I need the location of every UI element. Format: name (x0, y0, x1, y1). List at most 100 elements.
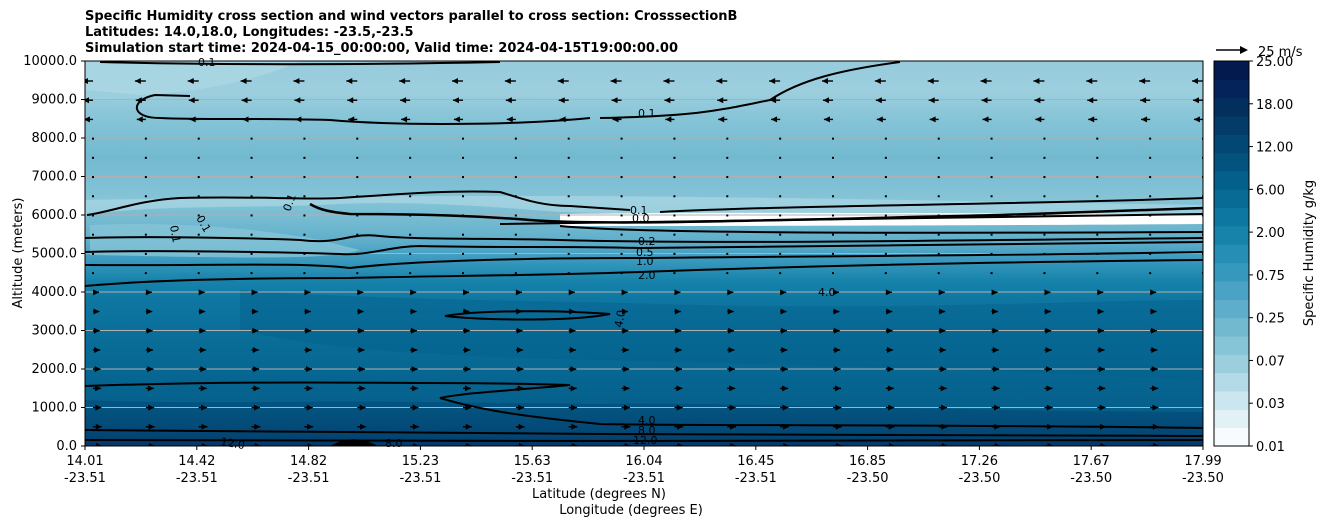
contour-label: 2.0 (638, 269, 656, 282)
contour-label: 0.1 (281, 192, 299, 213)
wind-arrow-head (401, 116, 408, 123)
wind-arrow-head (624, 423, 631, 430)
wind-arrow-point (1096, 233, 1099, 236)
x-tick-label-longitude: -23.50 (1182, 471, 1224, 486)
colorbar-band (1214, 427, 1249, 446)
wind-arrow-point (92, 156, 94, 159)
wind-arrow-point (779, 252, 782, 255)
wind-arrow-point (303, 156, 306, 159)
wind-arrow-head (675, 327, 682, 334)
wind-arrow-head (780, 308, 787, 315)
wind-arrow-head (147, 385, 154, 392)
wind-arrow-head (410, 308, 417, 315)
wind-arrow-point (937, 195, 940, 198)
colorbar-band (1214, 97, 1249, 117)
wind-arrow-head (1193, 116, 1200, 123)
wind-arrow-point (1149, 233, 1152, 236)
wind-arrow-head (1100, 423, 1107, 430)
wind-arrow-point (250, 137, 253, 140)
y-axis: 0.0 1000.0 2000.0 3000.0 4000.0 5000.0 6000.0 7… (23, 54, 85, 454)
colorbar-band (1214, 409, 1249, 429)
wind-arrow-point (514, 272, 517, 275)
wind-arrow-point (620, 252, 623, 255)
wind-arrow-point (726, 272, 729, 275)
colorbar-frame (1213, 60, 1250, 447)
wind-arrow-head (1033, 78, 1040, 84)
wind-arrow-head (770, 97, 777, 104)
wind-arrow-point (567, 272, 570, 275)
colorbar-band (1214, 207, 1249, 227)
wind-arrow-head (674, 289, 681, 296)
wind-arrow-head (347, 97, 354, 104)
colorbar-tick-label: 0.07 (1256, 354, 1285, 369)
wind-arrow-point (620, 233, 623, 236)
wind-arrow-head (782, 385, 789, 392)
wind-arrow-head (294, 97, 301, 104)
wind-arrow-head (93, 289, 100, 296)
wind-arrow-head (135, 97, 142, 104)
wind-arrow-head (729, 385, 736, 392)
y-tick-label: 0.0 (56, 439, 77, 454)
wind-arrow-point (144, 233, 147, 236)
wind-arrow-head (980, 78, 987, 84)
wind-arrow-point (1149, 156, 1152, 159)
colorbar-ticks: 0.01 0.03 0.07 0.25 0.75 2.00 6.00 12.00 18.00 25… (1249, 55, 1293, 455)
contour-label: 0.1 (167, 224, 183, 243)
colorbar-band (1214, 134, 1249, 154)
chart-title-line-1: Specific Humidity cross section and wind… (85, 9, 738, 24)
wind-arrow-head (252, 346, 259, 353)
wind-arrow-point (937, 272, 940, 275)
wind-arrow-head (360, 423, 367, 430)
wind-arrow-point (92, 137, 94, 140)
contour-label: 4.0 (638, 414, 656, 427)
wind-arrow-point (990, 233, 993, 236)
wind-arrow-head (464, 346, 471, 353)
wind-arrow-head (93, 327, 100, 334)
wind-arrow-head (1046, 404, 1053, 411)
wind-arrow-head (95, 404, 102, 411)
wind-arrow-point (726, 137, 729, 140)
wind-arrow-point (567, 214, 570, 217)
wind-arrow-point (514, 156, 517, 159)
wind-arrow-point (832, 252, 834, 255)
wind-arrow-head (571, 443, 578, 446)
wind-arrow-point (884, 156, 887, 159)
wind-arrow-head (95, 423, 102, 430)
wind-arrow-head (981, 97, 988, 104)
wind-arrow-head (517, 346, 524, 353)
wind-arrow-head (358, 346, 365, 353)
wind-arrow-head (359, 404, 366, 411)
wind-arrow-point (620, 214, 623, 217)
colorbar-band (1214, 317, 1249, 337)
wind-arrow-point (303, 137, 306, 140)
wind-arrow-point (92, 214, 94, 217)
wind-arrow-point (937, 233, 940, 236)
wind-arrow-head (1047, 423, 1054, 430)
wind-arrow-head (1206, 443, 1212, 449)
wind-arrow-head (835, 404, 842, 411)
wind-arrow-point (462, 176, 464, 179)
wind-arrow-head (1088, 116, 1095, 123)
wind-arrow-head (463, 289, 470, 296)
wind-arrow-head (676, 404, 683, 411)
wind-arrow-head (306, 385, 313, 392)
wind-arrow-head (464, 366, 471, 373)
wind-arrow-point (462, 195, 464, 198)
x-tick-label-longitude: -23.50 (847, 471, 889, 486)
wind-arrow-head (85, 116, 90, 123)
wind-arrow-head (771, 116, 778, 123)
wind-vectors (85, 78, 1212, 449)
wind-arrow-head (410, 327, 417, 334)
wind-arrow-point (197, 137, 200, 140)
wind-arrow-head (887, 366, 894, 373)
x-tick-label-longitude: -23.50 (1070, 471, 1112, 486)
wind-arrow-point (567, 156, 570, 159)
wind-arrow-point (144, 137, 147, 140)
y-tick-label: 9000.0 (32, 93, 78, 108)
wind-arrow-head (148, 404, 155, 411)
wind-arrow-point (409, 214, 412, 217)
contour-label: 0.0 (632, 212, 650, 225)
wind-arrow-point (462, 272, 464, 275)
colorbar-tick-label: 0.25 (1256, 312, 1285, 327)
